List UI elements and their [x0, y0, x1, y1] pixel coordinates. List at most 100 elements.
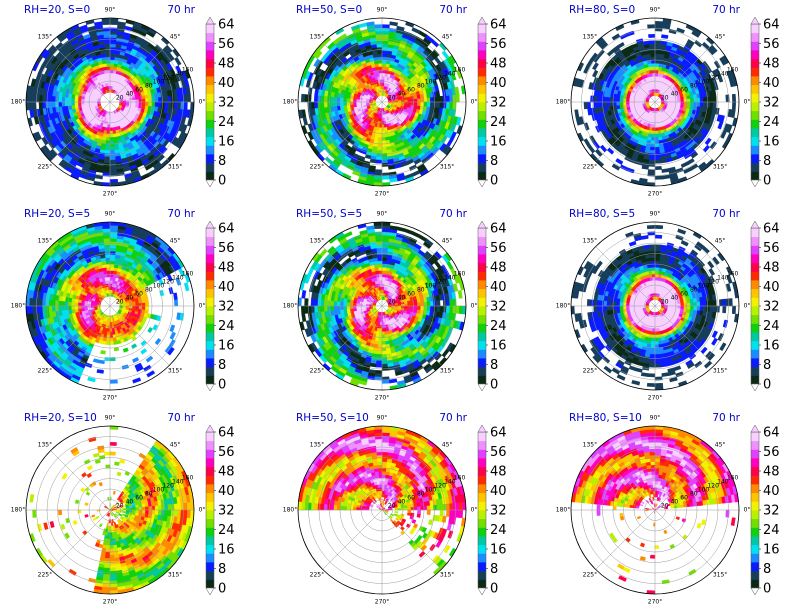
heat-cell — [381, 46, 388, 51]
heat-cell — [647, 24, 656, 29]
heat-cell — [411, 170, 421, 177]
radial-tick-label: 100 — [153, 78, 165, 85]
heat-cell — [433, 96, 438, 103]
heat-cell — [77, 305, 82, 310]
radial-tick-label: 140 — [172, 70, 184, 77]
colorbar-extend-min — [477, 179, 487, 188]
heat-cell — [70, 97, 75, 103]
heat-cell — [642, 40, 650, 46]
heat-cell — [583, 101, 588, 110]
heat-cell — [342, 97, 347, 103]
radial-tick-label: 140 — [717, 70, 729, 77]
heat-cell — [411, 27, 421, 34]
colorbar-segment — [751, 58, 759, 68]
heat-cell — [167, 95, 172, 103]
heat-cell — [109, 266, 115, 271]
heat-cell — [378, 133, 383, 138]
heat-cell — [100, 350, 106, 355]
angular-grid-line — [322, 101, 383, 162]
heatmap-field — [572, 18, 738, 186]
heat-cell — [696, 97, 701, 103]
heat-cell — [446, 101, 451, 109]
heat-cell — [690, 101, 695, 107]
heat-cell — [670, 101, 675, 105]
heat-cell — [690, 151, 699, 159]
heat-cell — [378, 66, 383, 71]
colorbar-segment — [206, 145, 214, 155]
heat-cell — [381, 146, 388, 151]
heat-cell — [41, 95, 46, 103]
heat-cell — [452, 101, 457, 110]
radial-tick-label: 80 — [417, 82, 425, 89]
heat-cell — [592, 62, 599, 71]
heat-cell — [38, 101, 43, 110]
heat-cell — [138, 302, 143, 307]
colorbar-tick-label: 8 — [490, 154, 498, 169]
heat-cell — [102, 172, 111, 177]
theta-tick-label: 270° — [375, 191, 389, 198]
heat-cell — [381, 137, 387, 142]
angular-grid-line — [595, 42, 656, 103]
theta-tick-label: 45° — [170, 33, 181, 40]
colorbar-segment — [478, 76, 486, 86]
colorbar-segment — [206, 128, 214, 138]
heat-cell — [599, 101, 604, 108]
heat-cell — [651, 130, 656, 135]
heat-cell — [109, 159, 117, 164]
panel-title: RH=20, S=0 — [24, 4, 90, 16]
heat-cell — [355, 99, 360, 103]
theta-tick-label: 315° — [713, 164, 727, 171]
heat-cell — [109, 59, 115, 64]
heat-cell — [583, 65, 590, 74]
heat-cell — [369, 158, 377, 164]
heat-cell — [694, 39, 703, 48]
heat-cell — [374, 24, 383, 29]
heat-cell — [104, 156, 111, 161]
heat-cell — [376, 153, 383, 158]
heat-cell — [381, 175, 390, 180]
heat-cell — [652, 124, 656, 129]
heat-cell — [603, 101, 608, 108]
heat-cell — [649, 146, 656, 151]
heat-cell — [70, 305, 75, 311]
colorbar-segment — [478, 93, 486, 103]
colorbar-segment — [751, 32, 759, 42]
colorbar-segment — [478, 41, 486, 51]
heat-cell — [377, 140, 383, 145]
heat-cell — [109, 40, 117, 45]
heat-cell — [719, 114, 725, 123]
heat-cell — [606, 96, 611, 103]
heat-cell — [64, 301, 69, 307]
panel-time-label: 70 hr — [167, 4, 195, 16]
heat-cell — [105, 263, 111, 268]
heat-cell — [377, 56, 383, 61]
heat-cell — [413, 101, 418, 106]
heat-cell — [376, 149, 383, 154]
heat-cell — [109, 75, 113, 80]
colorbar-segment — [478, 58, 486, 68]
heat-cell — [454, 86, 460, 95]
heat-cell — [58, 300, 63, 307]
heat-cell — [330, 96, 335, 103]
heat-cell — [686, 98, 691, 103]
colorbar-segment — [206, 58, 214, 68]
polar-frame — [25, 17, 195, 187]
heat-cell — [109, 156, 116, 161]
colorbar-segment — [751, 145, 759, 155]
heat-cell — [302, 116, 309, 126]
heat-cell — [154, 96, 159, 103]
heat-cell — [654, 66, 659, 71]
colorbar-extend-min — [750, 179, 760, 188]
colorbar-segment — [478, 119, 486, 129]
colorbar-segment — [478, 136, 486, 146]
heat-cell — [58, 96, 63, 103]
heat-cell — [376, 146, 383, 151]
heat-cell — [105, 59, 111, 64]
heat-cell — [77, 302, 82, 307]
heat-cell — [649, 156, 656, 161]
heat-cell — [654, 75, 658, 80]
heat-cell — [420, 101, 425, 107]
heat-cell — [138, 101, 143, 106]
heat-cell — [651, 66, 656, 71]
